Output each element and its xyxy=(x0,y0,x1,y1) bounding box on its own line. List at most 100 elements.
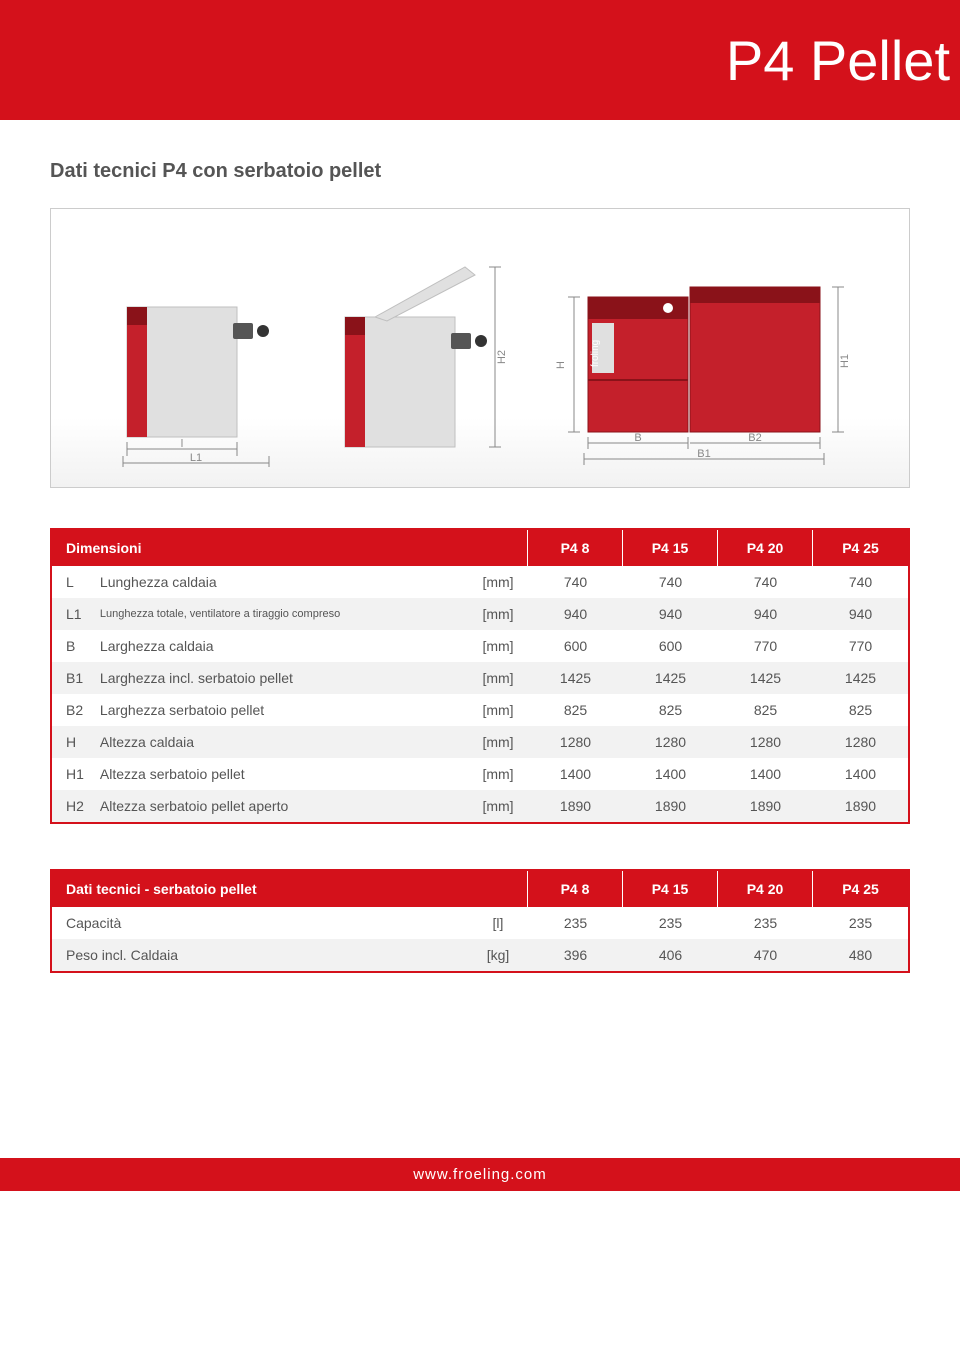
row-value: 235 xyxy=(528,907,623,939)
svg-text:H: H xyxy=(555,361,567,369)
table-header-row: Dimensioni P4 8 P4 15 P4 20 P4 25 xyxy=(52,530,908,566)
row-unit: [mm] xyxy=(468,758,528,790)
table-header-row: Dati tecnici - serbatoio pellet P4 8 P4 … xyxy=(52,871,908,907)
row-unit: [mm] xyxy=(468,598,528,630)
row-symbol: B2 xyxy=(52,694,92,726)
row-value: 1280 xyxy=(718,726,813,758)
svg-text:H2: H2 xyxy=(496,350,508,364)
row-desc: Larghezza serbatoio pellet xyxy=(92,694,468,726)
row-value: 770 xyxy=(813,630,908,662)
row-unit: [mm] xyxy=(468,630,528,662)
table-row: L1Lunghezza totale, ventilatore a tiragg… xyxy=(52,598,908,630)
svg-text:B: B xyxy=(634,432,641,444)
table-row: H2Altezza serbatoio pellet aperto[mm]189… xyxy=(52,790,908,822)
col-header: Dati tecnici - serbatoio pellet xyxy=(52,871,528,907)
row-value: 940 xyxy=(528,598,623,630)
boiler-lid-icon: H2 xyxy=(315,257,525,467)
row-value: 235 xyxy=(718,907,813,939)
row-value: 1890 xyxy=(813,790,908,822)
row-desc: Lunghezza totale, ventilatore a tiraggio… xyxy=(92,598,468,630)
row-symbol: H xyxy=(52,726,92,758)
col-header: Dimensioni xyxy=(52,530,528,566)
col-header: P4 8 xyxy=(528,530,623,566)
diagram-lid-open: H2 xyxy=(310,257,530,467)
tech-data-table: Dati tecnici - serbatoio pellet P4 8 P4 … xyxy=(50,869,910,973)
row-value: 1425 xyxy=(528,662,623,694)
row-symbol: L1 xyxy=(52,598,92,630)
row-value: 406 xyxy=(623,939,718,971)
row-value: 1425 xyxy=(813,662,908,694)
svg-text:l: l xyxy=(181,438,183,450)
row-value: 825 xyxy=(718,694,813,726)
table-row: Capacità[l]235235235235 xyxy=(52,907,908,939)
row-value: 740 xyxy=(528,566,623,598)
row-unit: [mm] xyxy=(468,662,528,694)
col-header: P4 20 xyxy=(718,871,813,907)
row-desc: Capacità xyxy=(52,907,468,939)
row-desc: Altezza serbatoio pellet aperto xyxy=(92,790,468,822)
row-value: 1890 xyxy=(623,790,718,822)
row-value: 1425 xyxy=(623,662,718,694)
table-row: BLarghezza caldaia[mm]600600770770 xyxy=(52,630,908,662)
row-value: 940 xyxy=(813,598,908,630)
row-value: 470 xyxy=(718,939,813,971)
row-value: 1280 xyxy=(528,726,623,758)
row-value: 600 xyxy=(528,630,623,662)
row-symbol: B xyxy=(52,630,92,662)
content-area: Dati tecnici P4 con serbatoio pellet l xyxy=(0,120,960,1038)
header-band: P4 Pellet xyxy=(0,0,960,120)
row-desc: Altezza serbatoio pellet xyxy=(92,758,468,790)
row-value: 740 xyxy=(623,566,718,598)
col-header: P4 25 xyxy=(813,530,908,566)
footer-url: www.froeling.com xyxy=(413,1166,547,1183)
row-value: 1400 xyxy=(718,758,813,790)
row-desc: Peso incl. Caldaia xyxy=(52,939,468,971)
row-value: 396 xyxy=(528,939,623,971)
row-value: 740 xyxy=(813,566,908,598)
diagram-front-view: froling H H1 B xyxy=(543,267,883,467)
row-unit: [mm] xyxy=(468,790,528,822)
row-unit: [mm] xyxy=(468,566,528,598)
row-unit: [kg] xyxy=(468,939,528,971)
page-title: P4 Pellet xyxy=(726,28,960,93)
col-header: P4 15 xyxy=(623,871,718,907)
row-value: 1425 xyxy=(718,662,813,694)
svg-text:L1: L1 xyxy=(190,452,202,464)
row-value: 1400 xyxy=(813,758,908,790)
table-row: HAltezza caldaia[mm]1280128012801280 xyxy=(52,726,908,758)
row-symbol: L xyxy=(52,566,92,598)
col-header: P4 25 xyxy=(813,871,908,907)
row-value: 235 xyxy=(623,907,718,939)
svg-text:B1: B1 xyxy=(697,448,710,460)
row-value: 1280 xyxy=(813,726,908,758)
row-value: 1890 xyxy=(528,790,623,822)
table-row: H1Altezza serbatoio pellet[mm]1400140014… xyxy=(52,758,908,790)
row-desc: Larghezza caldaia xyxy=(92,630,468,662)
footer-band: www.froeling.com xyxy=(0,1158,960,1191)
row-desc: Larghezza incl. serbatoio pellet xyxy=(92,662,468,694)
row-symbol: H2 xyxy=(52,790,92,822)
row-value: 940 xyxy=(623,598,718,630)
row-value: 1400 xyxy=(623,758,718,790)
boiler-side-icon: l L1 xyxy=(87,277,287,467)
col-header: P4 15 xyxy=(623,530,718,566)
table-row: Peso incl. Caldaia[kg]396406470480 xyxy=(52,939,908,971)
diagram-side-view: l L1 xyxy=(77,277,297,467)
row-value: 940 xyxy=(718,598,813,630)
row-value: 770 xyxy=(718,630,813,662)
row-value: 825 xyxy=(528,694,623,726)
table-row: B1Larghezza incl. serbatoio pellet[mm]14… xyxy=(52,662,908,694)
row-value: 825 xyxy=(623,694,718,726)
row-value: 825 xyxy=(813,694,908,726)
row-unit: [mm] xyxy=(468,694,528,726)
row-value: 480 xyxy=(813,939,908,971)
table-row: B2Larghezza serbatoio pellet[mm]82582582… xyxy=(52,694,908,726)
row-desc: Altezza caldaia xyxy=(92,726,468,758)
svg-text:froling: froling xyxy=(590,340,601,367)
dimension-diagram: l L1 H2 xyxy=(50,208,910,488)
dimensions-table: Dimensioni P4 8 P4 15 P4 20 P4 25 LLungh… xyxy=(50,528,910,824)
row-value: 740 xyxy=(718,566,813,598)
row-value: 1400 xyxy=(528,758,623,790)
boiler-front-icon: froling H H1 B xyxy=(548,267,878,467)
section-title: Dati tecnici P4 con serbatoio pellet xyxy=(50,160,910,183)
